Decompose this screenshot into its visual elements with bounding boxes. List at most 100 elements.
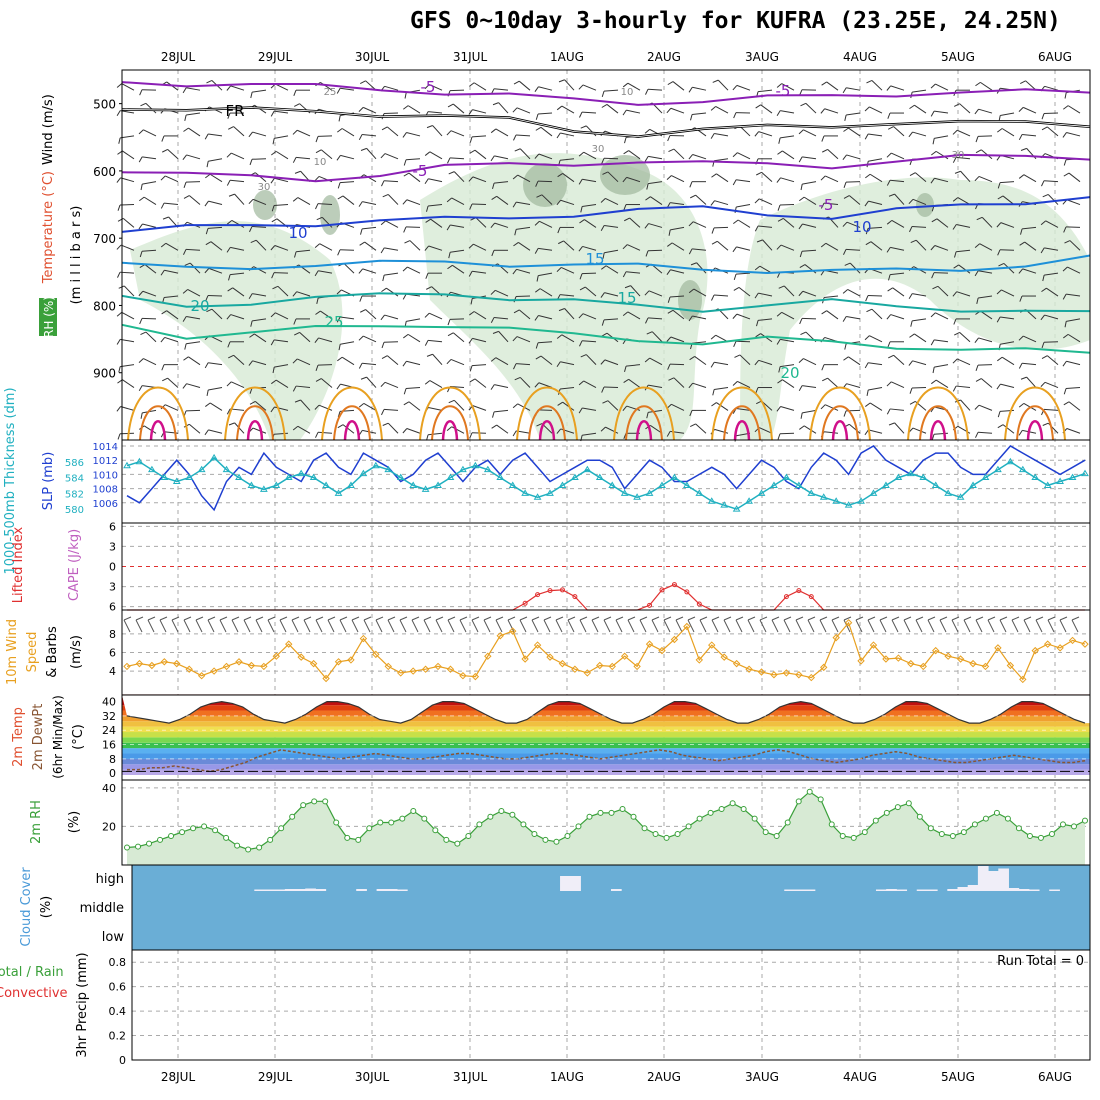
wind-barb-flag bbox=[512, 403, 518, 409]
wind-barb bbox=[890, 314, 905, 320]
wind-barb bbox=[299, 332, 311, 343]
wind-barb bbox=[1067, 333, 1081, 343]
wind-barb bbox=[648, 384, 663, 389]
wind-barb-flag bbox=[688, 86, 693, 93]
wind-barb-flag bbox=[930, 110, 935, 117]
wind-barb-flag bbox=[403, 388, 407, 395]
wind-barb bbox=[407, 105, 421, 114]
y-tick-label-right: 1008 bbox=[93, 485, 118, 496]
wind-barb bbox=[912, 131, 927, 137]
wind-barb bbox=[736, 313, 751, 320]
wind-barb bbox=[692, 382, 707, 389]
wind-barb bbox=[428, 432, 443, 436]
ylabel-unit: (m i l l i b a r s) bbox=[69, 206, 84, 305]
cloud-bar bbox=[284, 889, 296, 891]
data-point bbox=[1015, 825, 1022, 832]
wind-barb-flag bbox=[469, 432, 473, 439]
wind-barb bbox=[827, 377, 839, 388]
wind-barb-flag bbox=[380, 220, 386, 226]
wind-barb-flag bbox=[459, 616, 468, 621]
wind-barb-flag bbox=[204, 200, 209, 207]
dewpoint-line bbox=[127, 749, 1086, 773]
wind-barb bbox=[408, 401, 421, 411]
wind-barb-flag bbox=[579, 219, 585, 224]
wind-barb-flag bbox=[1020, 228, 1023, 235]
wind-barb-flag bbox=[337, 356, 343, 362]
wind-barb-flag bbox=[270, 177, 275, 184]
wind-barb bbox=[1022, 226, 1037, 230]
data-point bbox=[508, 627, 517, 635]
wind-barb-flag bbox=[646, 412, 649, 419]
wind-barb-flag bbox=[250, 239, 257, 244]
wind-barb-flag bbox=[118, 366, 121, 373]
wind-barb-flag bbox=[799, 251, 803, 258]
data-point bbox=[595, 473, 604, 481]
data-point bbox=[185, 665, 193, 673]
data-point bbox=[123, 662, 131, 671]
wind-barb-flag bbox=[403, 401, 410, 406]
data-point bbox=[146, 840, 153, 847]
ylabel-cloud: Cloud Cover bbox=[19, 867, 34, 947]
wind-barb-flag bbox=[1063, 401, 1070, 406]
wind-barb-flag bbox=[710, 133, 715, 139]
wind-barb bbox=[914, 333, 927, 343]
wind-barb-flag bbox=[864, 106, 870, 112]
warm-contour bbox=[236, 405, 274, 441]
wind-barb-flag bbox=[469, 136, 473, 143]
wind-barb-flag bbox=[668, 148, 675, 153]
wind-barb-flag bbox=[380, 381, 386, 387]
wind-barb-flag bbox=[359, 295, 363, 302]
wind-barb-flag bbox=[952, 224, 957, 230]
wind-barb-flag bbox=[776, 311, 782, 317]
wind-barb bbox=[647, 88, 663, 91]
wind-barb bbox=[120, 110, 135, 114]
data-point bbox=[483, 465, 492, 473]
wind-barb-flag bbox=[759, 616, 768, 621]
data-point bbox=[993, 809, 1000, 816]
wind-barb bbox=[780, 110, 795, 114]
cloud-bar bbox=[916, 889, 928, 891]
wind-barb bbox=[1023, 174, 1037, 183]
wind-barb-flag bbox=[160, 202, 165, 209]
wind-barb-flag bbox=[864, 362, 869, 369]
cloud-bar bbox=[926, 889, 938, 891]
data-point bbox=[782, 473, 791, 481]
wind-barb-flag bbox=[316, 297, 319, 304]
wind-barb-flag bbox=[513, 309, 520, 314]
wind-barb-flag bbox=[1041, 113, 1045, 120]
wind-barb bbox=[650, 425, 663, 434]
cloud-level-label: middle bbox=[80, 901, 124, 916]
wind-barb bbox=[453, 171, 465, 183]
data-point bbox=[718, 806, 725, 813]
wind-barb-flag bbox=[931, 272, 935, 279]
upper-ylabel-rh: RH (%) bbox=[39, 296, 57, 338]
data-point bbox=[696, 815, 703, 822]
wind-barb bbox=[459, 619, 467, 633]
wind-barb bbox=[780, 244, 795, 251]
wind-barb bbox=[121, 311, 135, 320]
data-point bbox=[575, 823, 582, 830]
wind-barb bbox=[320, 310, 333, 320]
wind-barb-flag bbox=[783, 616, 792, 621]
wind-barb bbox=[188, 356, 201, 366]
wind-barb-flag bbox=[315, 149, 322, 154]
wind-barb-flag bbox=[974, 243, 980, 249]
data-point bbox=[683, 622, 691, 631]
wind-barb bbox=[692, 248, 707, 251]
data-point bbox=[869, 489, 878, 496]
wind-barb-flag bbox=[666, 107, 672, 114]
wind-barb bbox=[471, 364, 487, 367]
wind-barb bbox=[142, 290, 157, 297]
wind-barb bbox=[868, 362, 883, 366]
wind-barb bbox=[435, 619, 443, 633]
wind-barb bbox=[1066, 318, 1081, 322]
wind-barb bbox=[855, 619, 863, 633]
wind-barb bbox=[582, 432, 597, 436]
wind-barb bbox=[714, 387, 729, 390]
wind-barb-flag bbox=[116, 311, 122, 317]
wind-barb bbox=[981, 217, 993, 228]
data-point bbox=[645, 640, 654, 648]
wind-barb bbox=[539, 220, 553, 228]
wind-barb bbox=[604, 359, 619, 366]
wind-barb-flag bbox=[294, 399, 301, 403]
